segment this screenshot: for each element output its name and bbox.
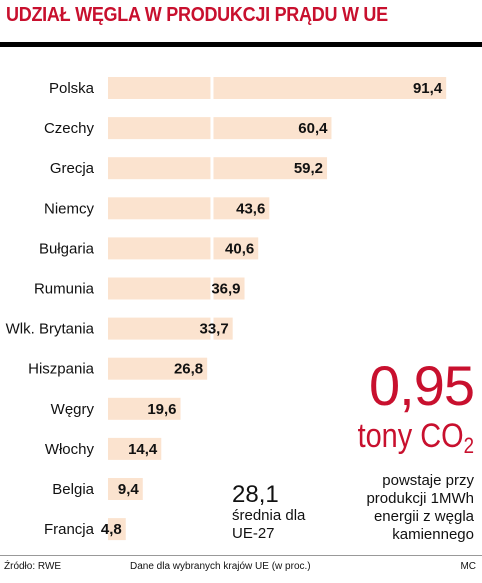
bar bbox=[108, 197, 270, 220]
category-label: Hiszpania bbox=[28, 361, 95, 378]
co2-unit-sub: 2 bbox=[463, 433, 474, 458]
category-label: Belgia bbox=[52, 481, 94, 498]
footer-rule bbox=[0, 555, 482, 556]
value-label: 4,8 bbox=[101, 521, 122, 538]
bar bbox=[108, 357, 208, 380]
value-label: 40,6 bbox=[225, 240, 254, 257]
bar bbox=[108, 277, 245, 300]
co2-description: powstaje przy produkcji 1MWh energii z w… bbox=[304, 472, 474, 544]
bar bbox=[108, 77, 447, 99]
value-label: 19,6 bbox=[147, 401, 176, 418]
co2-big-number: 0,95 bbox=[369, 354, 475, 417]
category-label: Czechy bbox=[44, 120, 95, 137]
chart-title: UDZIAŁ WĘGLA W PRODUKCJI PRĄDU W UE bbox=[6, 4, 388, 26]
average-label: UE-27 bbox=[232, 525, 275, 542]
source-note: Źródło: RWE bbox=[4, 561, 62, 572]
average-value: 28,1 bbox=[232, 481, 279, 508]
category-label: Włochy bbox=[45, 441, 95, 458]
value-label: 14,4 bbox=[128, 441, 158, 458]
category-label: Francja bbox=[44, 521, 95, 538]
bar bbox=[108, 117, 332, 140]
category-label: Węgry bbox=[51, 401, 95, 418]
average-label: średnia dla bbox=[232, 507, 306, 524]
bar bbox=[108, 157, 328, 180]
category-label: Polska bbox=[49, 80, 95, 97]
value-label: 36,9 bbox=[211, 281, 240, 298]
category-label: Niemcy bbox=[44, 200, 95, 217]
category-label: Wlk. Brytania bbox=[6, 321, 95, 338]
co2-unit: tony CO2 bbox=[330, 416, 474, 466]
co2-desc-line: powstaje przy bbox=[382, 472, 474, 489]
author-credit: MC bbox=[460, 561, 476, 572]
co2-desc-line: produkcji 1MWh bbox=[366, 490, 474, 507]
value-label: 26,8 bbox=[174, 361, 203, 378]
value-label: 9,4 bbox=[118, 481, 140, 498]
co2-desc-line: kamiennego bbox=[392, 526, 474, 543]
bar bbox=[108, 478, 143, 500]
bar bbox=[108, 237, 259, 260]
bar bbox=[108, 518, 126, 541]
value-label: 91,4 bbox=[413, 80, 443, 97]
bar bbox=[108, 397, 181, 420]
co2-callout: 0,95 tony CO2 powstaje przy produkcji 1M… bbox=[304, 354, 475, 544]
title-rule bbox=[0, 42, 482, 47]
value-label: 60,4 bbox=[298, 120, 328, 137]
data-note: Dane dla wybranych krajów UE (w proc.) bbox=[130, 561, 311, 572]
value-label: 59,2 bbox=[294, 160, 323, 177]
co2-desc-line: energii z węgla bbox=[373, 508, 474, 525]
value-label: 43,6 bbox=[236, 200, 265, 217]
co2-unit-main: tony CO bbox=[357, 417, 464, 455]
category-label: Bułgaria bbox=[39, 240, 95, 257]
labels-group: Polska 91,4 Czechy 60,4 Grecja 59,2 Niemcy 43,6… bbox=[6, 80, 443, 538]
bar bbox=[108, 317, 233, 340]
category-label: Rumunia bbox=[34, 281, 95, 298]
category-label: Grecja bbox=[50, 160, 95, 177]
value-label: 33,7 bbox=[199, 321, 228, 338]
bars-group bbox=[108, 70, 447, 545]
bar bbox=[108, 437, 162, 460]
